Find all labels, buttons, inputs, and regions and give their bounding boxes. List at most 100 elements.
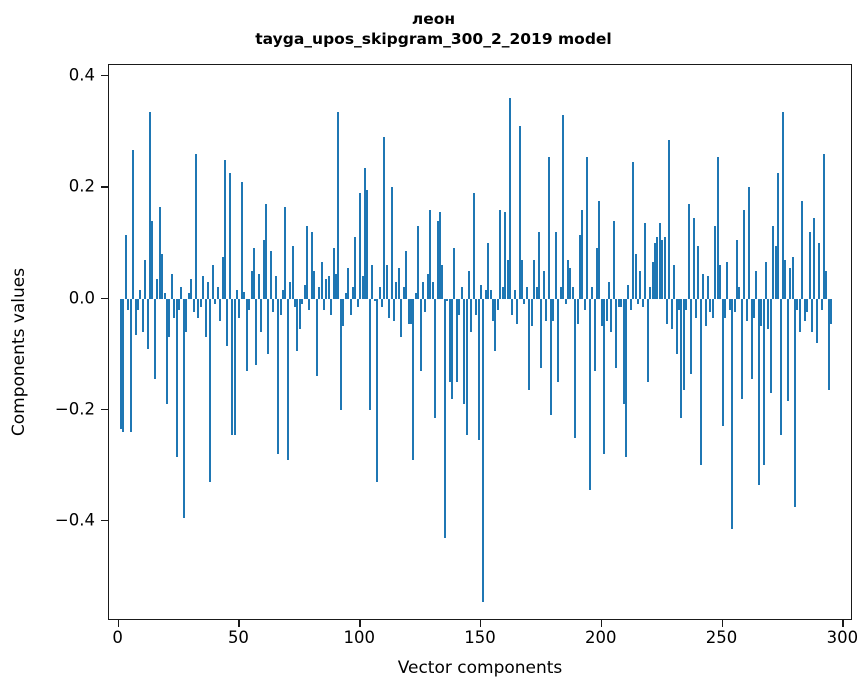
bar <box>506 259 509 299</box>
bar <box>593 298 596 371</box>
bar <box>269 251 272 299</box>
bar <box>262 240 265 299</box>
bar <box>163 292 166 299</box>
bar <box>675 298 678 355</box>
bar <box>281 290 284 299</box>
bar <box>192 298 195 313</box>
bar <box>777 173 780 299</box>
bar <box>238 298 241 318</box>
plot-axes <box>108 64 852 620</box>
bar <box>448 298 451 382</box>
bar <box>144 259 147 299</box>
bar <box>530 298 533 327</box>
bar <box>158 206 161 299</box>
bar <box>441 265 444 299</box>
bar <box>562 115 565 299</box>
bar <box>663 237 666 299</box>
bar <box>286 298 289 460</box>
bar <box>458 298 461 316</box>
bar <box>330 298 333 316</box>
bar <box>393 298 396 321</box>
bar <box>484 290 487 299</box>
bar <box>733 298 736 313</box>
bar <box>726 262 729 299</box>
bar <box>170 273 173 299</box>
bar <box>378 287 381 299</box>
x-tick-label: 50 <box>227 628 249 647</box>
bar <box>168 298 171 338</box>
bar <box>721 298 724 427</box>
bar <box>752 298 755 318</box>
bar <box>477 298 480 441</box>
bar <box>709 298 712 313</box>
bar <box>545 298 548 321</box>
x-tick-label: 100 <box>343 628 375 647</box>
bar <box>581 209 584 299</box>
bar <box>431 281 434 299</box>
bar <box>335 273 338 299</box>
bar <box>417 226 420 299</box>
bar <box>492 298 495 321</box>
bar <box>349 298 352 316</box>
bar <box>332 248 335 299</box>
bar <box>656 237 659 299</box>
bar <box>685 298 688 310</box>
bar <box>796 298 799 310</box>
x-tick-mark <box>842 620 844 627</box>
bar <box>815 298 818 343</box>
bar <box>823 153 825 299</box>
bar <box>373 298 376 302</box>
bar <box>554 231 557 299</box>
bar <box>803 298 806 321</box>
bar <box>400 298 403 338</box>
bar <box>697 245 700 299</box>
bar <box>351 287 354 299</box>
bar <box>653 242 656 299</box>
bar <box>122 298 125 432</box>
bar <box>731 298 734 530</box>
bar <box>185 298 188 332</box>
bar <box>354 237 357 299</box>
bar <box>781 112 784 299</box>
bar <box>149 112 152 299</box>
bar <box>371 265 374 299</box>
bar <box>364 167 367 299</box>
bar <box>260 298 263 332</box>
bar <box>743 209 746 299</box>
bar <box>207 281 210 299</box>
bar <box>750 298 753 380</box>
bar <box>426 273 429 299</box>
y-tick-label: −0.4 <box>54 510 95 530</box>
bar <box>446 298 449 302</box>
bar <box>211 265 214 299</box>
bar <box>682 298 685 391</box>
bar <box>470 298 473 332</box>
bar <box>540 298 543 369</box>
bar <box>786 298 789 402</box>
bar <box>124 234 127 299</box>
bar <box>707 276 710 299</box>
bar <box>714 226 717 299</box>
bar <box>624 298 627 457</box>
bar <box>347 267 350 299</box>
bar <box>173 298 176 318</box>
bar <box>472 192 475 299</box>
bar <box>699 298 702 466</box>
bar <box>658 223 661 299</box>
bar <box>629 298 632 310</box>
chart-title-line-1: леон <box>411 10 456 28</box>
x-tick-mark <box>117 620 119 627</box>
bar <box>388 298 391 318</box>
bar <box>535 287 538 299</box>
bar <box>165 298 168 405</box>
bar <box>243 291 246 299</box>
bar <box>315 298 318 377</box>
bar <box>463 298 466 405</box>
bar <box>161 254 164 299</box>
bar <box>390 187 393 299</box>
bar <box>405 251 408 299</box>
bar <box>194 153 197 299</box>
bar <box>670 298 673 330</box>
bar <box>412 298 415 460</box>
